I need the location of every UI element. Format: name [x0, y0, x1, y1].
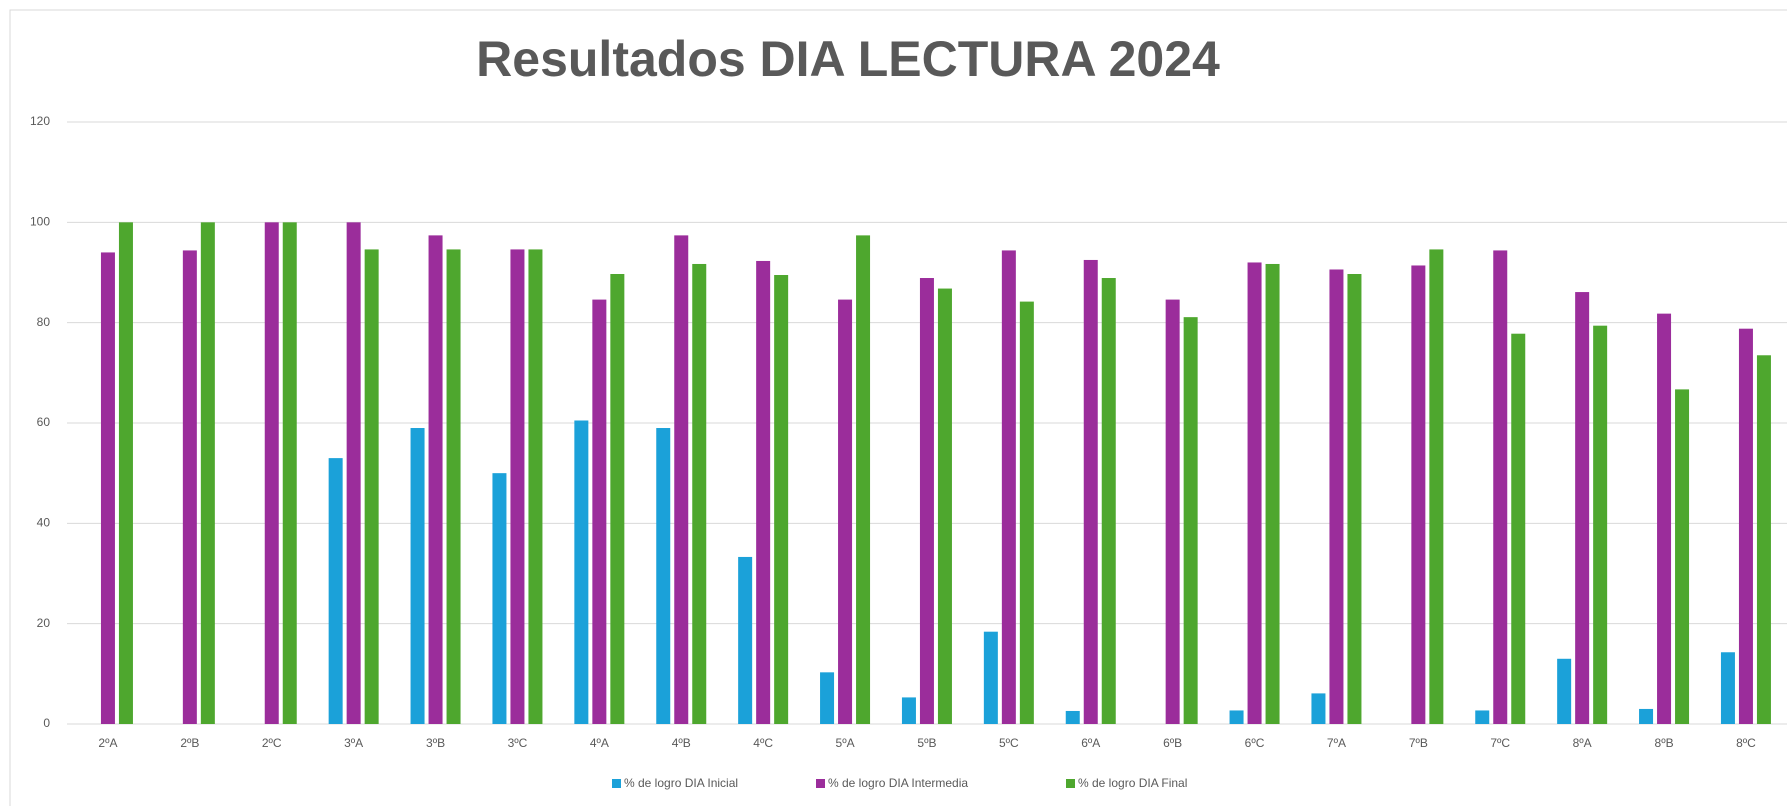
bar — [610, 274, 625, 724]
bar — [919, 278, 934, 724]
bar — [346, 222, 361, 725]
bar — [901, 697, 916, 724]
legend-swatch — [612, 779, 621, 788]
bar — [856, 235, 871, 725]
bar — [282, 222, 297, 725]
bar — [574, 420, 589, 724]
x-tick-label: 4ºA — [590, 736, 609, 750]
x-tick-label: 7ºA — [1327, 736, 1346, 750]
bar — [528, 249, 543, 724]
bar — [264, 222, 279, 725]
x-tick-label: 4ºC — [753, 736, 773, 750]
x-tick-label: 3ºA — [344, 736, 363, 750]
x-tick-label: 3ºB — [426, 736, 445, 750]
bar — [1593, 325, 1608, 724]
bar — [1720, 652, 1735, 724]
bar — [200, 222, 215, 725]
y-tick-label: 60 — [37, 415, 51, 429]
bar — [1229, 710, 1244, 724]
bar — [1557, 658, 1572, 724]
bar — [428, 235, 443, 725]
x-tick-label: 6ºA — [1081, 736, 1100, 750]
bar — [820, 672, 835, 724]
bar — [1429, 249, 1444, 724]
x-tick-label: 6ºB — [1163, 736, 1182, 750]
x-tick-label: 3ºC — [508, 736, 528, 750]
legend-label: % de logro DIA Final — [1078, 776, 1187, 790]
bar — [756, 260, 771, 724]
bar — [1265, 263, 1280, 724]
x-tick-label: 8ºA — [1573, 736, 1592, 750]
bar — [118, 222, 133, 725]
bar — [692, 263, 707, 724]
y-tick-label: 80 — [37, 315, 51, 329]
y-tick-label: 100 — [30, 215, 50, 229]
legend-swatch — [1066, 779, 1075, 788]
bar — [937, 288, 952, 724]
bar — [1493, 250, 1508, 724]
bar — [182, 250, 197, 724]
bar — [1738, 328, 1753, 724]
legend-swatch — [816, 779, 825, 788]
bar — [1511, 333, 1526, 724]
bar — [656, 428, 671, 724]
bar — [492, 473, 507, 724]
bar — [1101, 278, 1116, 724]
bar — [410, 428, 425, 724]
x-tick-label: 8ºC — [1736, 736, 1756, 750]
legend-label: % de logro DIA Intermedia — [828, 776, 968, 790]
x-tick-label: 2ºC — [262, 736, 282, 750]
x-tick-label: 4ºB — [672, 736, 691, 750]
bar — [674, 235, 689, 725]
x-tick-label: 6ºC — [1245, 736, 1265, 750]
bar — [446, 249, 461, 724]
bar — [510, 249, 525, 724]
bar — [1019, 301, 1034, 724]
bar — [1575, 292, 1590, 724]
x-tick-label: 7ºB — [1409, 736, 1428, 750]
bar — [328, 458, 343, 724]
x-tick-label: 2ºA — [98, 736, 117, 750]
bar — [1083, 259, 1098, 724]
bar — [1311, 693, 1326, 724]
bar — [1639, 708, 1654, 724]
x-tick-label: 2ºB — [180, 736, 199, 750]
x-tick-label: 5ºA — [836, 736, 855, 750]
bar — [1001, 250, 1016, 724]
bar — [983, 631, 998, 724]
bar — [1675, 389, 1690, 724]
bar — [1657, 313, 1672, 724]
bar — [774, 275, 789, 724]
chart-title: Resultados DIA LECTURA 2024 — [476, 31, 1220, 87]
bar — [1065, 710, 1080, 724]
bar — [838, 299, 853, 724]
bar — [1347, 274, 1362, 724]
y-tick-label: 120 — [30, 114, 50, 128]
chart-frame — [9, 9, 1787, 806]
bar — [1247, 262, 1262, 724]
bar — [1329, 269, 1344, 724]
bar — [592, 299, 607, 724]
x-tick-label: 5ºC — [999, 736, 1019, 750]
bar — [1756, 355, 1771, 724]
bar — [1411, 265, 1426, 724]
bar — [1475, 710, 1490, 724]
bar — [100, 252, 115, 724]
y-tick-label: 40 — [37, 516, 51, 530]
bar — [1183, 317, 1198, 724]
x-tick-label: 5ºB — [917, 736, 936, 750]
x-tick-label: 7ºC — [1490, 736, 1510, 750]
bar — [1165, 299, 1180, 724]
y-tick-label: 20 — [37, 616, 51, 630]
bar — [364, 249, 379, 724]
legend-label: % de logro DIA Inicial — [624, 776, 738, 790]
y-tick-label: 0 — [43, 716, 50, 730]
bar — [738, 556, 753, 724]
x-tick-label: 8ºB — [1655, 736, 1674, 750]
